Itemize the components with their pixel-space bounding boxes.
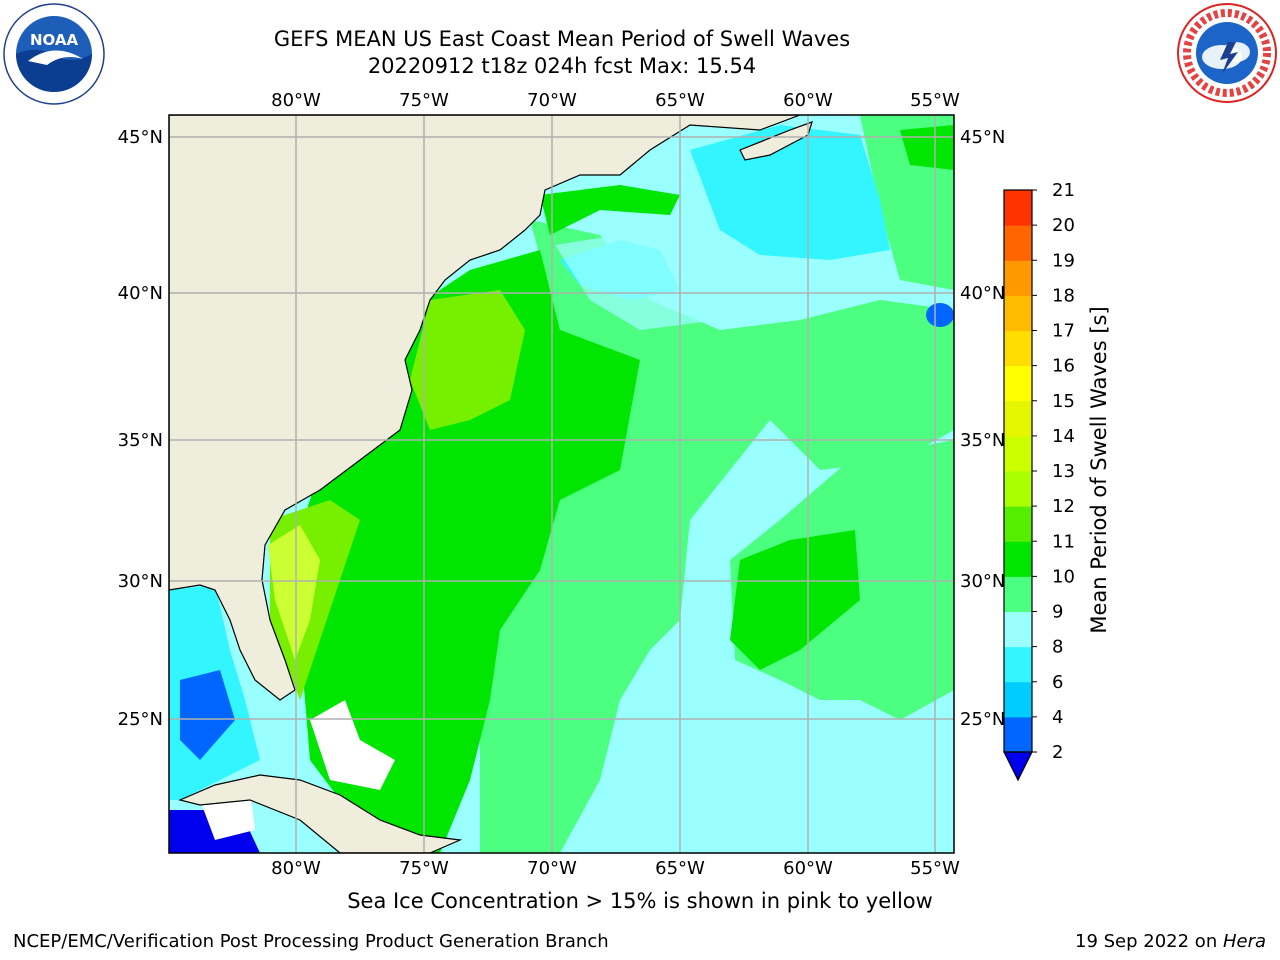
swell-zone-2-4s-spot <box>926 303 954 327</box>
colorbar-tick-label: 10 <box>1052 566 1075 587</box>
lon-label-bottom: 60°W <box>783 858 833 879</box>
colorbar-swatch <box>1004 225 1032 261</box>
colorbar-swatch <box>1004 611 1032 648</box>
colorbar-swatch <box>1004 400 1032 437</box>
lon-label-top: 80°W <box>271 90 321 111</box>
colorbar-tick-label: 6 <box>1052 672 1063 693</box>
footer-date-text: 19 Sep 2022 on <box>1075 931 1223 952</box>
nws-logo <box>1177 3 1277 103</box>
colorbar-swatch <box>1004 471 1032 507</box>
colorbar-swatch <box>1004 295 1032 331</box>
colorbar-swatch <box>1004 541 1032 577</box>
map-field <box>169 115 954 853</box>
footer-host: Hera <box>1222 931 1266 952</box>
noaa-logo-text: NOAA <box>30 31 79 49</box>
swell-zone-11-12s <box>410 290 525 430</box>
colorbar-tick-label: 15 <box>1052 391 1075 412</box>
lon-label-bottom: 80°W <box>271 858 321 879</box>
colorbar-tick-label: 18 <box>1052 285 1075 306</box>
title-line-1: GEFS MEAN US East Coast Mean Period of S… <box>273 27 851 51</box>
caption: Sea Ice Concentration > 15% is shown in … <box>347 889 933 913</box>
colorbar-tick-label: 14 <box>1052 426 1075 447</box>
lon-label-top: 65°W <box>655 90 705 111</box>
lon-label-top: 55°W <box>910 90 960 111</box>
lat-label-left: 40°N <box>118 283 163 304</box>
lon-labels-top: 80°W 75°W 70°W 65°W 60°W 55°W <box>271 90 960 111</box>
colorbar-tick-label: 19 <box>1052 250 1075 271</box>
colorbar-tick-label: 16 <box>1052 356 1075 377</box>
lat-label-left: 35°N <box>118 430 163 451</box>
footer-date: 19 Sep 2022 on Hera <box>1075 931 1266 952</box>
colorbar-swatch <box>1004 506 1032 542</box>
land-usa <box>169 115 801 701</box>
lat-label-right: 25°N <box>960 709 1005 730</box>
colorbar-swatch <box>1004 681 1032 718</box>
lat-labels-left: 45°N 40°N 35°N 30°N 25°N <box>118 127 163 730</box>
colorbar-tick-label: 12 <box>1052 496 1075 517</box>
map-gridlines <box>169 115 954 853</box>
lon-label-bottom: 75°W <box>399 858 449 879</box>
lat-label-right: 40°N <box>960 283 1005 304</box>
swell-zone-12-13s <box>268 525 320 660</box>
lat-label-right: 30°N <box>960 571 1005 592</box>
colorbar-tick-label: 8 <box>1052 637 1063 658</box>
lon-labels-bottom: 80°W 75°W 70°W 65°W 60°W 55°W <box>271 858 960 879</box>
lon-label-bottom: 55°W <box>910 858 960 879</box>
colorbar-swatch <box>1004 260 1032 296</box>
swell-zone-10-11s-east <box>730 530 860 670</box>
lat-label-right: 45°N <box>960 127 1005 148</box>
colorbar-tick-label: 13 <box>1052 461 1075 482</box>
map-frame <box>168 114 955 854</box>
lon-label-bottom: 65°W <box>655 858 705 879</box>
lat-label-right: 35°N <box>960 430 1005 451</box>
colorbar-label: Mean Period of Swell Waves [s] <box>1087 306 1111 633</box>
swell-zone-6-8s <box>690 125 890 260</box>
colorbar-swatch <box>1004 365 1032 402</box>
colorbar-swatch <box>1004 716 1032 753</box>
colorbar-swatch <box>1004 330 1032 367</box>
colorbar-tick-label: 21 <box>1052 180 1075 201</box>
colorbar-swatch <box>1004 576 1032 612</box>
colorbar-tick-label: 17 <box>1052 321 1075 342</box>
colorbar-extend-arrow <box>1003 751 1033 782</box>
title-line-2: 20220912 t18z 024h fcst Max: 15.54 <box>367 54 757 78</box>
colorbar-swatch <box>1004 435 1032 472</box>
colorbar: 2 4 6 8 9 10 11 12 13 14 15 16 17 18 19 20 21 <box>1003 180 1075 782</box>
lon-label-top: 75°W <box>399 90 449 111</box>
land-cuba <box>178 774 463 853</box>
chart-title: GEFS MEAN US East Coast Mean Period of S… <box>0 26 1124 80</box>
footer-credit: NCEP/EMC/Verification Post Processing Pr… <box>13 931 609 952</box>
lat-label-left: 45°N <box>118 127 163 148</box>
noaa-logo: NOAA <box>3 3 105 105</box>
lon-label-top: 70°W <box>527 90 577 111</box>
colorbar-tick-label: 4 <box>1052 707 1063 728</box>
colorbar-tick-label: 11 <box>1052 531 1075 552</box>
ice-free-white-area <box>310 700 395 790</box>
swell-zone-8-9s-nearshore <box>555 230 720 330</box>
colorbar-swatch <box>1004 190 1032 226</box>
lat-label-left: 30°N <box>118 571 163 592</box>
colorbar-tick-label: 9 <box>1052 602 1063 623</box>
colorbar-tick-label: 2 <box>1052 742 1063 763</box>
colorbar-swatch <box>1004 646 1032 683</box>
lat-labels-right: 45°N 40°N 35°N 30°N 25°N <box>960 127 1005 730</box>
gulf-swell-low <box>180 670 235 760</box>
lon-label-top: 60°W <box>783 90 833 111</box>
colorbar-tick-label: 20 <box>1052 215 1075 236</box>
swell-zone-10-11s-north <box>540 185 680 235</box>
lon-label-bottom: 70°W <box>527 858 577 879</box>
lat-label-left: 25°N <box>118 709 163 730</box>
